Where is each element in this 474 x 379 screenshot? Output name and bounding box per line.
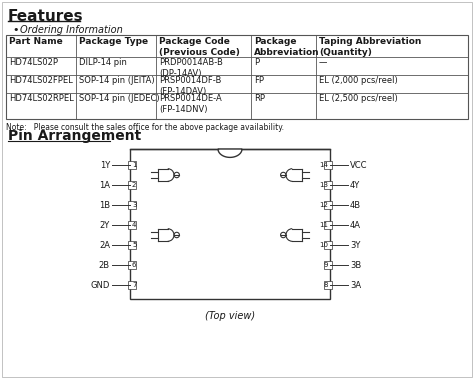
Text: HD74LS02P: HD74LS02P xyxy=(9,58,58,67)
Text: 1A: 1A xyxy=(99,180,110,190)
Text: Package
Abbreviation: Package Abbreviation xyxy=(254,37,319,57)
Text: (Top view): (Top view) xyxy=(205,311,255,321)
Text: 8: 8 xyxy=(323,282,328,288)
Bar xyxy=(128,161,136,169)
Text: 1B: 1B xyxy=(99,200,110,210)
Text: PRSP0014DE-A
(FP-14DNV): PRSP0014DE-A (FP-14DNV) xyxy=(159,94,222,114)
Bar xyxy=(128,261,136,269)
Text: 2: 2 xyxy=(132,182,137,188)
Text: 6: 6 xyxy=(132,262,137,268)
Text: 4: 4 xyxy=(132,222,137,228)
Text: 7: 7 xyxy=(132,282,137,288)
Text: 3A: 3A xyxy=(350,280,361,290)
Bar xyxy=(324,221,332,229)
Text: HD74LS02RPEL: HD74LS02RPEL xyxy=(9,94,74,103)
Bar xyxy=(128,241,136,249)
Text: 3: 3 xyxy=(132,202,137,208)
Bar xyxy=(324,201,332,209)
Text: Package Code
(Previous Code): Package Code (Previous Code) xyxy=(159,37,240,57)
Text: GND: GND xyxy=(91,280,110,290)
Text: 12: 12 xyxy=(319,202,328,208)
Text: 5: 5 xyxy=(132,242,137,248)
Text: 9: 9 xyxy=(323,262,328,268)
Text: Taping Abbreviation
(Quantity): Taping Abbreviation (Quantity) xyxy=(319,37,421,57)
Text: 4B: 4B xyxy=(350,200,361,210)
Text: 3B: 3B xyxy=(350,260,361,269)
Bar xyxy=(6,35,468,119)
Text: 1Y: 1Y xyxy=(100,160,110,169)
Text: SOP-14 pin (JEDEC): SOP-14 pin (JEDEC) xyxy=(79,94,160,103)
Text: P: P xyxy=(254,58,259,67)
Text: 2A: 2A xyxy=(99,241,110,249)
Bar xyxy=(324,161,332,169)
Text: 11: 11 xyxy=(319,222,328,228)
Bar xyxy=(324,241,332,249)
Text: SOP-14 pin (JEITA): SOP-14 pin (JEITA) xyxy=(79,76,155,85)
Text: 10: 10 xyxy=(319,242,328,248)
Text: Features: Features xyxy=(8,9,83,24)
Polygon shape xyxy=(218,149,242,157)
Text: PRSP0014DF-B
(FP-14DAV): PRSP0014DF-B (FP-14DAV) xyxy=(159,76,221,96)
Text: Part Name: Part Name xyxy=(9,37,63,46)
Text: 1: 1 xyxy=(132,162,137,168)
Text: 4A: 4A xyxy=(350,221,361,230)
Text: 13: 13 xyxy=(319,182,328,188)
Text: EL (2,000 pcs/reel): EL (2,000 pcs/reel) xyxy=(319,76,398,85)
Bar xyxy=(128,181,136,189)
Bar xyxy=(130,149,330,299)
Text: FP: FP xyxy=(254,76,264,85)
Text: PRDP0014AB-B
(DP-14AV): PRDP0014AB-B (DP-14AV) xyxy=(159,58,223,78)
Bar xyxy=(128,221,136,229)
Bar xyxy=(128,281,136,289)
Text: •: • xyxy=(12,25,18,35)
Text: 4Y: 4Y xyxy=(350,180,360,190)
Text: Note:   Please consult the sales office for the above package availability.: Note: Please consult the sales office fo… xyxy=(6,123,284,132)
Bar xyxy=(324,261,332,269)
Bar xyxy=(324,281,332,289)
Text: —: — xyxy=(319,58,328,67)
Bar xyxy=(324,181,332,189)
Text: VCC: VCC xyxy=(350,160,367,169)
Bar xyxy=(128,201,136,209)
Text: 2Y: 2Y xyxy=(100,221,110,230)
Text: HD74LS02FPEL: HD74LS02FPEL xyxy=(9,76,73,85)
Text: 3Y: 3Y xyxy=(350,241,360,249)
Text: Ordering Information: Ordering Information xyxy=(20,25,123,35)
Text: DILP-14 pin: DILP-14 pin xyxy=(79,58,127,67)
Text: Package Type: Package Type xyxy=(79,37,148,46)
Text: Pin Arrangement: Pin Arrangement xyxy=(8,129,141,143)
Text: 14: 14 xyxy=(319,162,328,168)
Text: 2B: 2B xyxy=(99,260,110,269)
Text: RP: RP xyxy=(254,94,265,103)
Text: EL (2,500 pcs/reel): EL (2,500 pcs/reel) xyxy=(319,94,398,103)
